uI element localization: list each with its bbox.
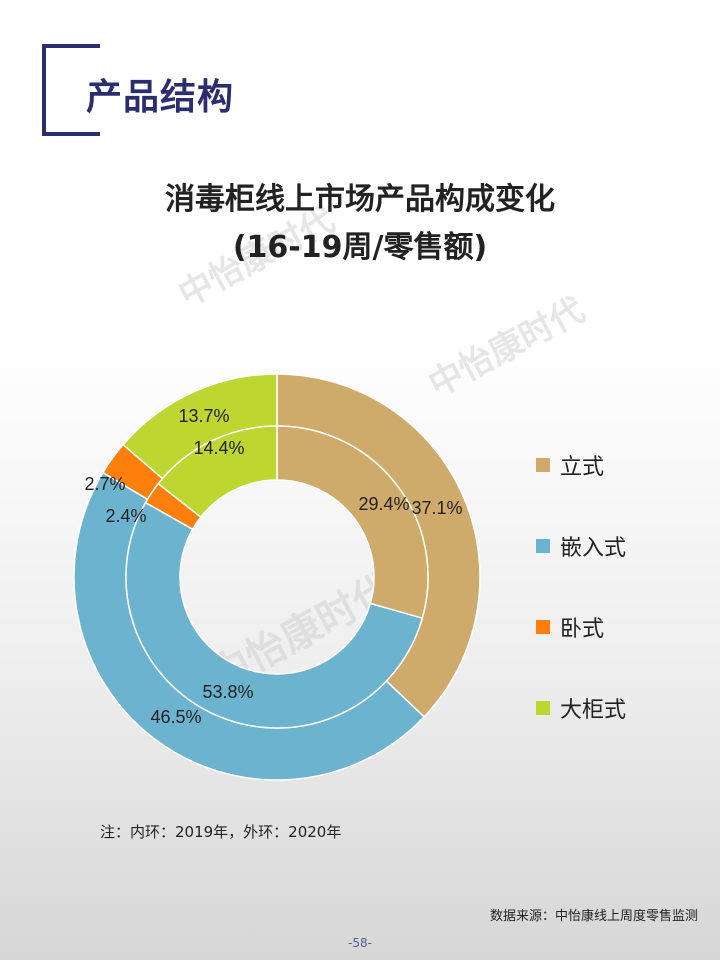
donut-slice-inner-1 [125, 501, 424, 729]
data-label-outer-0: 37.1% [411, 498, 462, 518]
data-label-outer-2: 2.7% [84, 474, 125, 494]
donut-slice-inner-3 [157, 425, 278, 519]
chart-legend: 立式 嵌入式 卧式 大柜式 [536, 445, 626, 769]
legend-label: 大柜式 [560, 698, 627, 723]
page-number: -58- [348, 936, 372, 950]
section-title: 产品结构 [82, 68, 239, 120]
legend-label: 卧式 [560, 617, 605, 642]
legend-item-built-in: 嵌入式 [536, 526, 626, 566]
title-bracket-decoration [92, 44, 100, 136]
data-label-inner-3: 14.4% [193, 438, 244, 458]
legend-label: 嵌入式 [560, 536, 627, 561]
chart-note: 注：内环：2019年，外环：2020年 [100, 823, 342, 841]
data-label-inner-0: 29.4% [358, 494, 409, 514]
legend-item-large-cabinet: 大柜式 [536, 688, 626, 728]
chart-subtitle: (16-19周/零售额) [232, 230, 488, 265]
donut-slice-inner-0 [276, 425, 429, 620]
data-label-inner-1: 53.8% [202, 682, 253, 702]
legend-item-horizontal: 卧式 [536, 607, 626, 647]
data-label-inner-2: 2.4% [105, 506, 146, 526]
data-label-outer-1: 46.5% [150, 707, 201, 727]
legend-label: 立式 [560, 455, 605, 480]
data-label-outer-3: 13.7% [178, 406, 229, 426]
legend-swatch [536, 458, 550, 472]
data-source: 数据来源：中怡康线上周度零售监测 [489, 909, 698, 924]
title-bracket-decoration [42, 44, 100, 136]
legend-swatch [536, 620, 550, 634]
legend-swatch [536, 539, 550, 553]
chart-title: 消毒柜线上市场产品构成变化 [165, 182, 555, 217]
legend-swatch [536, 701, 550, 715]
legend-item-vertical: 立式 [536, 445, 626, 485]
